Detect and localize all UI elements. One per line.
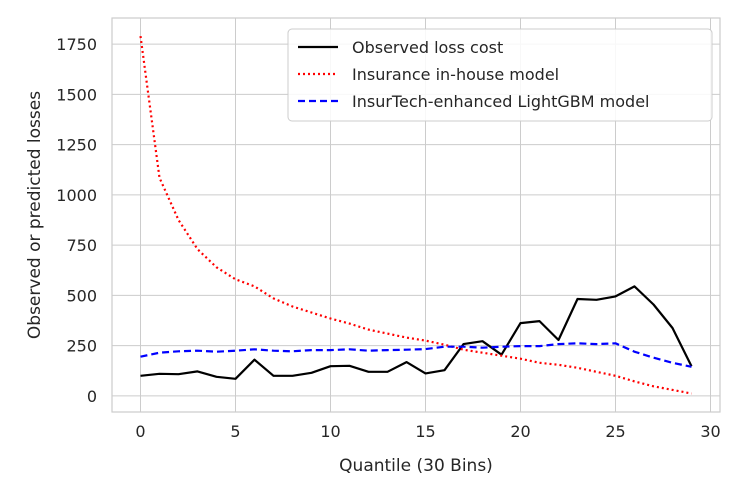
x-tick-label-25: 25 — [605, 422, 625, 441]
legend: Observed loss cost Insurance in-house mod… — [287, 28, 713, 122]
tick-labels: 0 5 10 15 20 25 30 0 250 500 750 1000 1250 1500 1750 — [56, 35, 720, 441]
y-axis-label: Observed or predicted losses — [25, 91, 45, 339]
legend-label-1: Insurance in-house model — [352, 65, 559, 84]
x-tick-label-10: 10 — [320, 422, 340, 441]
series-line-observed-loss-cost — [140, 285, 693, 380]
y-tick-label-250: 250 — [66, 337, 97, 356]
y-tick-label-1500: 1500 — [56, 85, 97, 104]
series-lines — [139, 35, 693, 395]
y-tick-label-750: 750 — [66, 236, 97, 255]
x-tick-label-15: 15 — [415, 422, 435, 441]
x-tick-label-5: 5 — [230, 422, 240, 441]
legend-box — [287, 28, 713, 122]
x-tick-label-20: 20 — [510, 422, 530, 441]
x-axis-label: Quantile (30 Bins) — [339, 456, 493, 476]
legend-label-0: Observed loss cost — [352, 38, 503, 57]
series-line-insurtech-enhanced-lightgbm-model — [140, 342, 692, 368]
x-tick-label-0: 0 — [135, 422, 145, 441]
y-tick-label-1000: 1000 — [56, 186, 97, 205]
y-tick-label-1250: 1250 — [56, 136, 97, 155]
plot-frame — [111, 17, 721, 413]
y-tick-label-0: 0 — [87, 387, 97, 406]
legend-entries: Observed loss cost Insurance in-house mod… — [298, 38, 650, 111]
legend-label-2: InsurTech-enhanced LightGBM model — [352, 92, 650, 111]
x-tick-label-30: 30 — [700, 422, 720, 441]
series-line-insurance-in-house-model — [139, 35, 692, 395]
y-tick-label-500: 500 — [66, 286, 97, 305]
y-tick-label-1750: 1750 — [56, 35, 97, 54]
